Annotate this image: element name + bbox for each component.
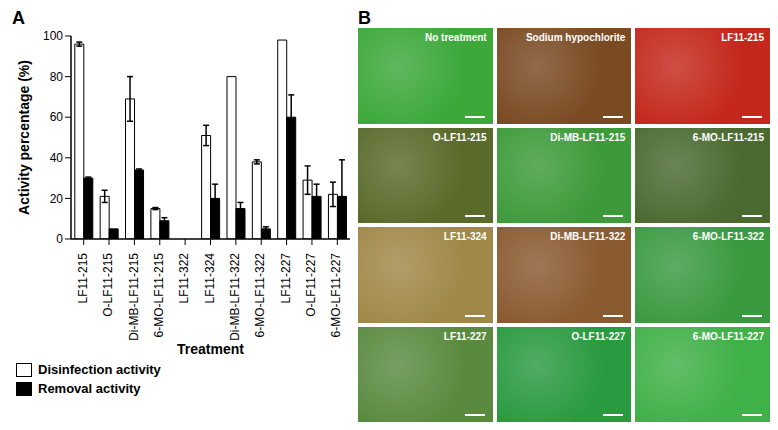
svg-text:100: 100 xyxy=(43,29,63,43)
svg-text:6-MO-LF11-227: 6-MO-LF11-227 xyxy=(329,253,343,338)
svg-text:40: 40 xyxy=(50,151,64,165)
html-text:Removal activity: Removal activity xyxy=(38,381,141,396)
html-text:LF11-227: LF11-227 xyxy=(443,330,487,342)
html-text:Disinfection activity: Disinfection activity xyxy=(38,362,161,377)
html-text:B: B xyxy=(358,8,371,28)
svg-text:O-LF11-215: O-LF11-215 xyxy=(101,253,115,317)
html-text:No treatment: No treatment xyxy=(425,32,487,43)
svg-text:LF11-227: LF11-227 xyxy=(279,253,293,304)
html-text:6-MO-LF11-215: 6-MO-LF11-215 xyxy=(692,131,764,143)
svg-text:LF11-324: LF11-324 xyxy=(203,253,217,304)
html-text:A: A xyxy=(12,8,25,28)
svg-text:0: 0 xyxy=(56,232,63,246)
svg-text:LF11-215: LF11-215 xyxy=(76,253,90,304)
html-text:LF11-324: LF11-324 xyxy=(443,231,487,242)
html-text:Sodium hypochlorite: Sodium hypochlorite xyxy=(525,32,626,43)
html-text:O-LF11-215: O-LF11-215 xyxy=(432,131,487,143)
html-text:6-MO-LF11-322: 6-MO-LF11-322 xyxy=(692,231,764,242)
svg-text:6-MO-LF11-215: 6-MO-LF11-215 xyxy=(152,253,166,338)
svg-text:20: 20 xyxy=(50,192,64,206)
svg-text:O-LF11-227: O-LF11-227 xyxy=(304,253,318,317)
svg-text:60: 60 xyxy=(50,110,64,124)
html-text:Di-MB-LF11-322: Di-MB-LF11-322 xyxy=(550,231,626,242)
svg-text:Di-MB-LF11-215: Di-MB-LF11-215 xyxy=(127,253,141,341)
svg-text:Activity percentage (%): Activity percentage (%) xyxy=(16,60,32,215)
svg-text:80: 80 xyxy=(50,70,64,84)
html-text:LF11-215: LF11-215 xyxy=(721,32,764,43)
html-text:O-LF11-227: O-LF11-227 xyxy=(571,330,626,342)
svg-text:6-MO-LF11-322: 6-MO-LF11-322 xyxy=(253,253,267,338)
svg-text:Treatment: Treatment xyxy=(177,341,244,357)
html-text:Di-MB-LF11-215: Di-MB-LF11-215 xyxy=(550,131,626,143)
svg-text:LF11-322: LF11-322 xyxy=(177,253,191,304)
html-text:6-MO-LF11-227: 6-MO-LF11-227 xyxy=(692,330,764,342)
svg-text:Di-MB-LF11-322: Di-MB-LF11-322 xyxy=(228,253,242,341)
